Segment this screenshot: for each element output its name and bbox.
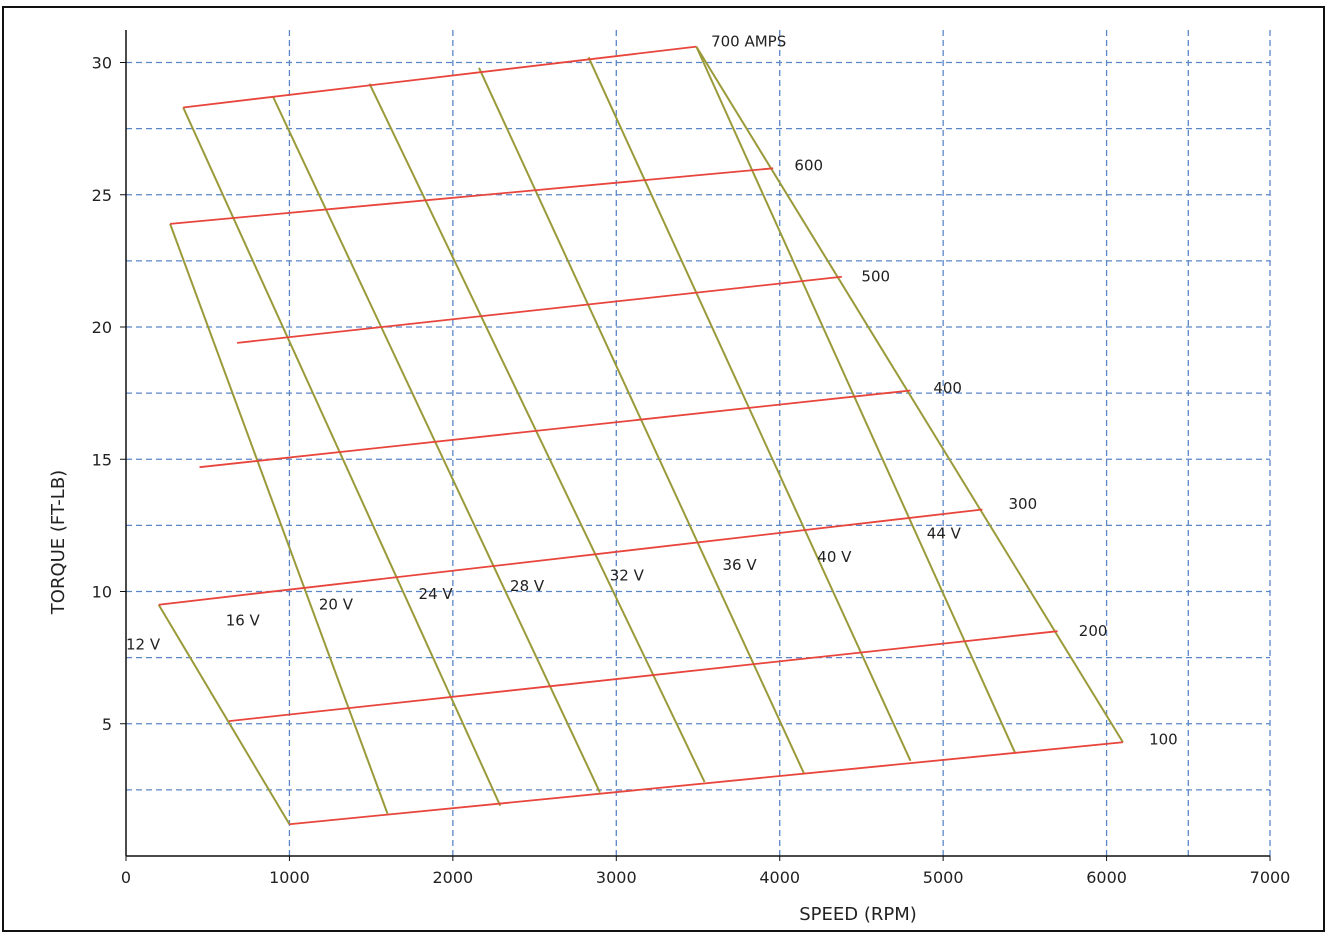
x-tick-label: 6000 — [1086, 868, 1127, 887]
current-line — [158, 508, 983, 606]
voltage-label: 20 V — [319, 596, 354, 614]
voltage-line — [478, 67, 806, 775]
voltage-label: 24 V — [419, 585, 454, 603]
voltage-label: 12 V — [126, 635, 161, 653]
x-tick-label: 3000 — [596, 868, 637, 887]
current-line — [170, 167, 774, 225]
current-label: 400 — [933, 379, 962, 397]
series-layer — [157, 45, 1124, 826]
y-axis-title: TORQUE (FT-LB) — [48, 470, 69, 615]
current-label: 700 AMPS — [711, 32, 786, 50]
x-tick-label: 7000 — [1250, 868, 1291, 887]
voltage-label: 44 V — [927, 524, 962, 542]
axis-layer: 0 1000 2000 3000 4000 5000 6000 7000 5 10 15 20 25 30 — [92, 30, 1291, 887]
x-tick-label: 0 — [121, 868, 131, 887]
grid-layer — [126, 30, 1271, 856]
voltage-line — [169, 223, 389, 815]
voltage-line — [368, 83, 706, 783]
current-label: 100 — [1149, 731, 1178, 749]
x-axis-title: SPEED (RPM) — [799, 904, 917, 925]
voltage-label: 28 V — [510, 577, 545, 595]
y-tick-label: 20 — [92, 318, 112, 337]
x-tick-label: 2000 — [433, 868, 474, 887]
current-label: 600 — [794, 157, 823, 175]
current-label: 300 — [1009, 495, 1038, 513]
current-line — [289, 741, 1124, 826]
x-tick-label: 1000 — [269, 868, 310, 887]
voltage-label: 32 V — [610, 567, 645, 585]
voltage-line — [587, 56, 912, 762]
y-tick-label: 25 — [92, 186, 112, 205]
voltage-line — [695, 46, 1124, 743]
voltage-label: 16 V — [226, 612, 261, 630]
voltage-line — [272, 96, 601, 793]
voltage-label: 40 V — [817, 548, 852, 566]
label-layer: 700 AMPS 600 500 400 300 200 100 12 V 16 V 20 V 24… — [126, 32, 1178, 748]
current-label: 500 — [861, 268, 890, 286]
voltage-line — [182, 107, 502, 807]
x-tick-label: 4000 — [759, 868, 800, 887]
voltage-label: 36 V — [723, 556, 758, 574]
current-line — [199, 389, 911, 469]
current-label: 200 — [1079, 622, 1108, 640]
y-tick-label: 30 — [92, 54, 112, 73]
x-tick-label: 5000 — [923, 868, 964, 887]
y-tick-label: 5 — [102, 715, 112, 734]
voltage-line — [157, 604, 291, 825]
y-tick-label: 10 — [92, 583, 112, 602]
current-line — [237, 275, 842, 344]
current-line — [183, 45, 697, 109]
voltage-line — [695, 46, 1016, 754]
y-tick-label: 15 — [92, 450, 112, 469]
current-line — [228, 630, 1058, 722]
